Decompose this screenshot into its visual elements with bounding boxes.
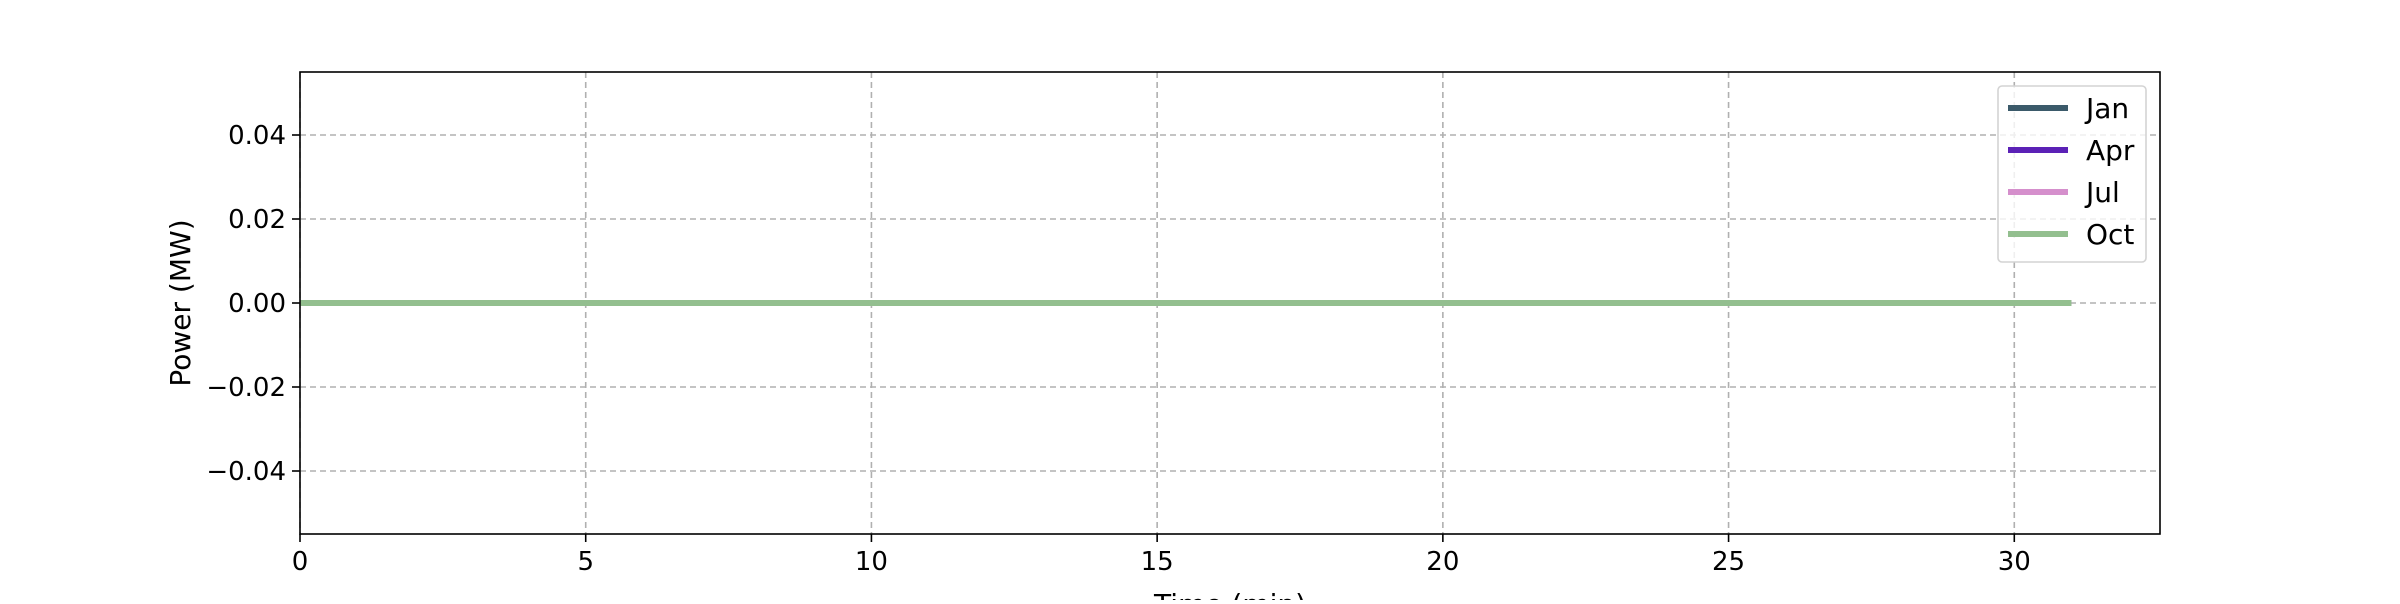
x-tick-label: 20	[1426, 547, 1459, 577]
y-tick-label: 0.00	[228, 289, 286, 319]
y-axis-label: Power (MW)	[164, 219, 197, 386]
x-axis-label: Time (min)	[1153, 588, 1306, 600]
legend-label-apr: Apr	[2086, 134, 2135, 167]
legend-label-jul: Jul	[2084, 176, 2120, 209]
x-tick-label: 15	[1141, 547, 1174, 577]
x-tick-label: 30	[1998, 547, 2031, 577]
legend-box	[1997, 85, 2147, 263]
y-tick-label: 0.02	[228, 205, 286, 235]
y-tick-label: 0.04	[228, 121, 286, 151]
x-tick-label: 5	[577, 547, 594, 577]
y-tick-label: −0.02	[206, 373, 286, 403]
x-tick-label: 10	[855, 547, 888, 577]
x-tick-label: 25	[1712, 547, 1745, 577]
legend: Jan Apr Jul Oct	[1997, 85, 2147, 263]
legend-label-oct: Oct	[2086, 218, 2134, 251]
axis-ticks: 0 5 10 15 20 25 30 −0.04 −0.02 0.00 0.02 0.04	[206, 121, 2031, 577]
x-tick-label: 0	[292, 547, 309, 577]
y-tick-label: −0.04	[206, 457, 286, 487]
legend-label-jan: Jan	[2084, 92, 2129, 125]
